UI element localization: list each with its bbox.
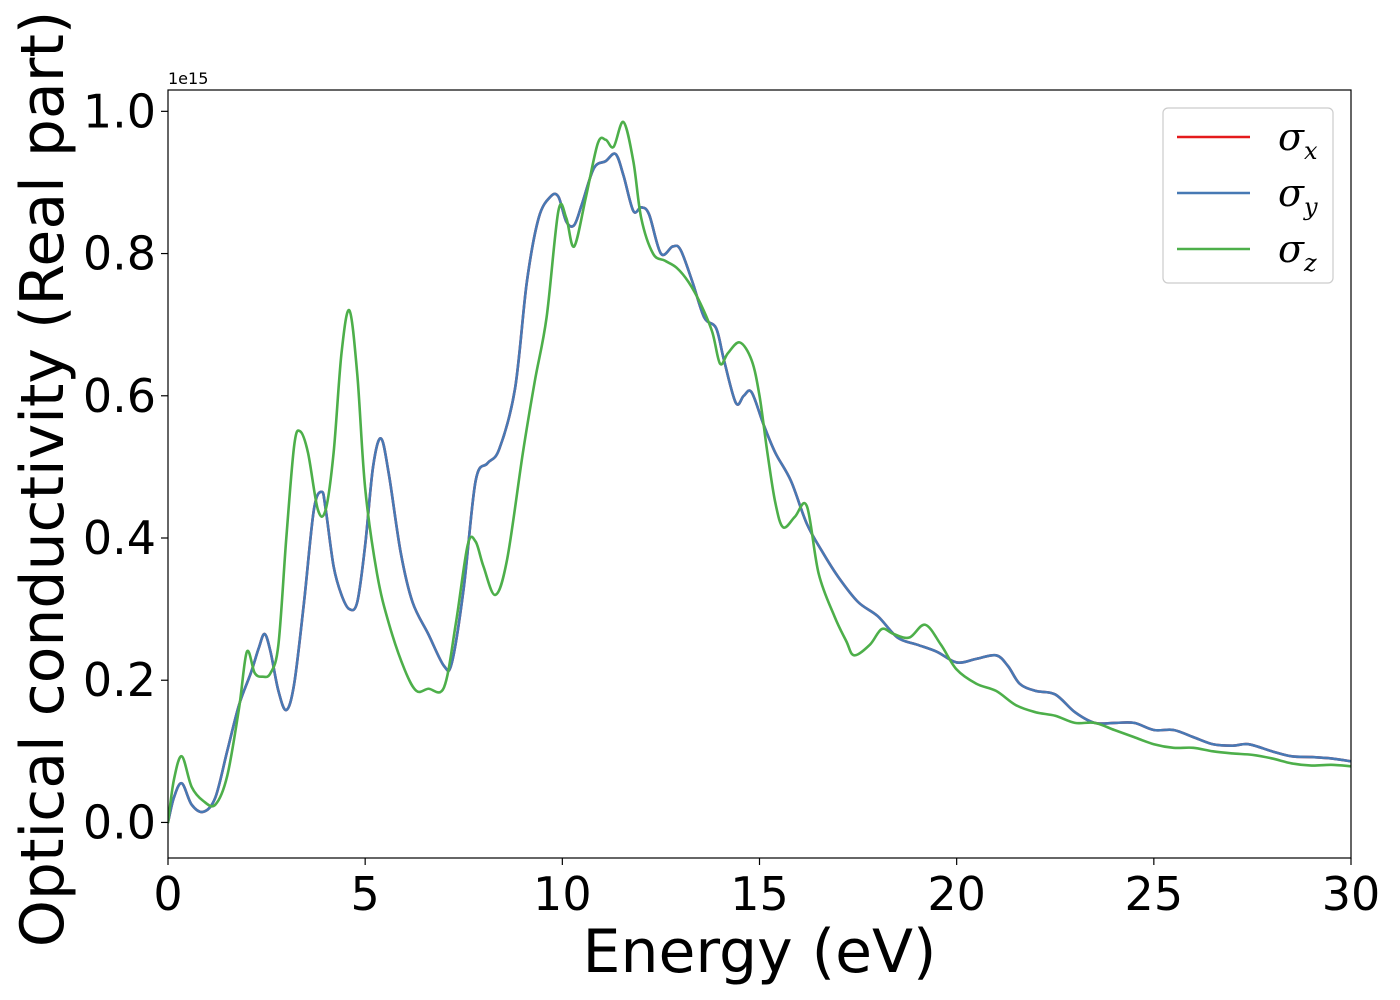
legend-box — [1162, 107, 1334, 284]
legend: σx σy σz — [1162, 107, 1334, 284]
x-tick-label: 15 — [730, 867, 789, 921]
y-tick-label: 0.0 — [83, 795, 156, 849]
y-tick-label: 1.0 — [83, 84, 156, 138]
series-line-z — [168, 120, 1351, 824]
y-offset-label: 1e15 — [168, 69, 208, 88]
x-axis: 0 5 10 15 20 25 30 — [153, 858, 1380, 921]
y-tick-label: 0.8 — [83, 227, 156, 281]
x-tick-label: 5 — [351, 867, 380, 921]
y-tick-label: 0.2 — [83, 653, 156, 707]
x-tick-label: 20 — [927, 867, 986, 921]
x-tick-label: 25 — [1125, 867, 1184, 921]
y-axis: 0.0 0.2 0.4 0.6 0.8 1.0 — [83, 84, 168, 849]
legend-label-y: σy — [1278, 171, 1318, 221]
y-axis-label: Optical conductivity (Real part) — [8, 11, 78, 948]
x-tick-label: 10 — [533, 867, 592, 921]
series-line-y — [168, 152, 1351, 824]
x-tick-label: 30 — [1322, 867, 1381, 921]
y-tick-label: 0.6 — [83, 369, 156, 423]
legend-label-x: σx — [1278, 115, 1318, 165]
series-layer — [168, 120, 1351, 824]
y-tick-label: 0.4 — [83, 511, 156, 565]
x-tick-label: 0 — [153, 867, 182, 921]
x-axis-label: Energy (eV) — [583, 917, 937, 987]
legend-label-z: σz — [1278, 227, 1317, 277]
